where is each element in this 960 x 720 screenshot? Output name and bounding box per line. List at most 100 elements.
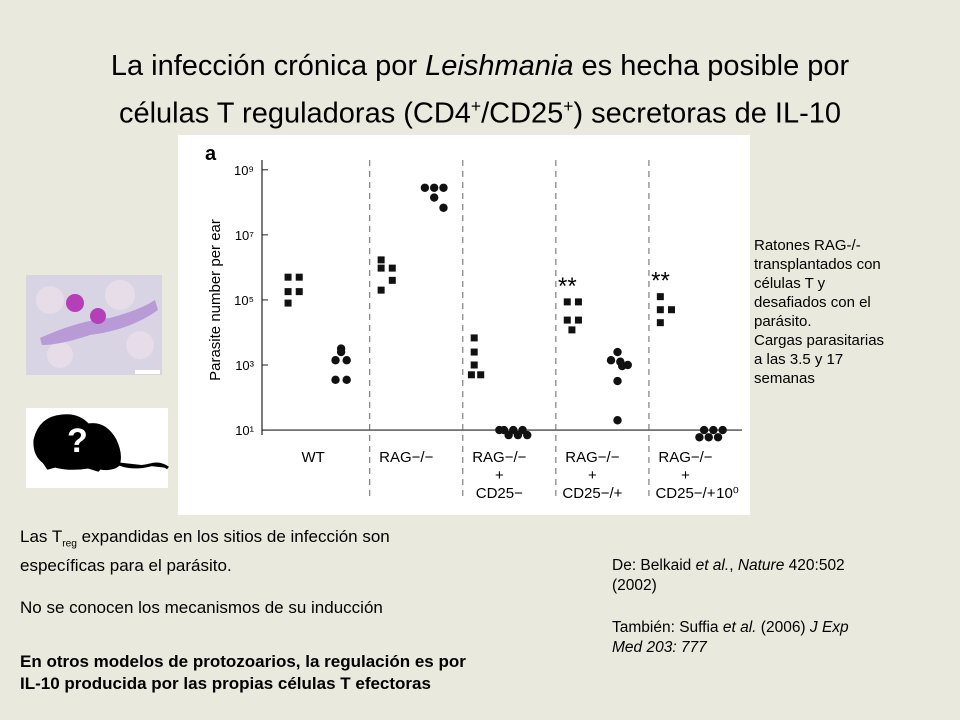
data-point xyxy=(429,183,439,192)
mouse xyxy=(33,414,169,472)
title-text: + xyxy=(563,96,574,116)
data-point xyxy=(709,425,718,435)
panel-label: a xyxy=(205,143,217,165)
text: También: Suffia xyxy=(612,619,723,636)
x-tick-label: + xyxy=(495,467,504,484)
title-text: Leishmania xyxy=(425,50,574,82)
text: (2006) xyxy=(756,619,810,636)
y-tick-label: 10¹ xyxy=(235,423,254,438)
data-point xyxy=(563,298,571,306)
data-point xyxy=(377,264,385,272)
x-tick-label: CD25−/+ xyxy=(655,485,715,502)
data-point xyxy=(336,347,346,357)
x-tick-label: RAG−/− xyxy=(565,449,619,466)
data-point xyxy=(606,356,616,365)
data-point xyxy=(331,356,340,365)
text: Nature xyxy=(737,557,785,574)
data-point xyxy=(704,433,713,442)
data-point xyxy=(377,256,385,264)
data-point xyxy=(563,316,571,324)
title-text: + xyxy=(470,96,482,116)
data-point xyxy=(342,356,351,365)
data-point xyxy=(284,299,292,307)
data-point xyxy=(342,375,351,385)
x-tick-label: RAG−/− xyxy=(658,449,712,466)
title-text: ) secretoras de IL-10 xyxy=(573,97,842,130)
data-point xyxy=(295,273,303,281)
paragraph: En otros modelos de protozoarios, la reg… xyxy=(20,651,466,695)
note-line: transplantados con xyxy=(754,256,881,273)
data-point xyxy=(470,334,478,342)
scale-bar xyxy=(135,370,160,374)
data-point xyxy=(439,203,448,212)
nucleus xyxy=(90,308,106,324)
data-point xyxy=(656,319,664,327)
y-tick-label: 10⁷ xyxy=(235,228,254,243)
data-point xyxy=(504,430,513,440)
data-point xyxy=(388,264,396,272)
title-text: La infección crónica por xyxy=(110,50,426,82)
reference: También: Suffia et al. (2006) J Exp Med … xyxy=(612,618,849,658)
x-tick-label: + xyxy=(681,467,690,484)
title: La infección crónica por Leishmania es h… xyxy=(0,46,960,134)
title-text: células T reguladoras (CD4 xyxy=(118,97,471,130)
data-point xyxy=(331,375,340,385)
data-point xyxy=(477,371,485,379)
data-point xyxy=(295,288,303,296)
data-point xyxy=(699,425,709,435)
figure-panel xyxy=(178,135,750,515)
note-line: parásito. xyxy=(754,313,812,330)
y-tick-label: 10⁵ xyxy=(234,293,254,308)
cell xyxy=(126,331,154,359)
data-point xyxy=(467,371,475,379)
text: Las T xyxy=(20,527,63,546)
paragraph: No se conocen los mecanismos de su induc… xyxy=(20,598,383,617)
text: En otros modelos de protozoarios, la reg… xyxy=(20,652,466,671)
nucleus xyxy=(66,294,84,312)
data-point xyxy=(388,276,396,284)
text: De: Belkaid xyxy=(612,557,696,574)
data-point xyxy=(574,316,582,324)
data-point xyxy=(613,376,622,386)
paragraph: Las Treg expandidas en los sitios de inf… xyxy=(20,526,390,577)
data-point xyxy=(470,361,478,369)
text: et al. xyxy=(695,557,730,574)
data-point xyxy=(613,416,622,425)
mouse-mark: ? xyxy=(67,422,88,460)
x-tick-label: WT xyxy=(302,449,325,466)
reference: De: Belkaid et al., Nature 420:502 (2002… xyxy=(612,556,845,596)
cell xyxy=(47,342,73,368)
annotation: ** xyxy=(651,268,670,295)
text: et al. xyxy=(722,619,757,636)
data-point xyxy=(284,273,292,281)
cell xyxy=(36,286,64,314)
annotation: ** xyxy=(558,273,577,300)
data-point xyxy=(718,425,727,435)
note-line: Ratones RAG-/- xyxy=(754,237,861,254)
data-point xyxy=(284,288,292,296)
x-tick-label: RAG−/− xyxy=(379,449,433,466)
data-point xyxy=(420,183,430,192)
data-point xyxy=(574,298,582,306)
figure-note: Ratones RAG-/- transplantados con células … xyxy=(754,236,884,388)
text: 420:502 xyxy=(784,557,845,574)
data-point xyxy=(656,293,664,301)
data-point xyxy=(713,433,723,442)
y-axis-label: Parasite number per ear xyxy=(207,219,224,381)
text: Med 203: 777 xyxy=(612,639,707,656)
text: reg xyxy=(62,538,77,550)
x-tick-label: CD25−/+ xyxy=(562,485,622,502)
note-line: a las 3.5 y 17 xyxy=(754,351,844,368)
x-tick-label: CD25− xyxy=(476,485,523,502)
text: IL-10 producida por las propias células … xyxy=(20,674,431,693)
x-tick-label: + xyxy=(588,467,597,484)
y-tick-label: 10⁹ xyxy=(234,163,254,178)
data-point xyxy=(439,183,448,192)
stray-label: 10⁰ xyxy=(716,485,739,502)
text: , xyxy=(729,557,738,574)
data-point xyxy=(513,430,523,440)
note-line: Cargas parasitarias xyxy=(754,332,885,349)
data-point xyxy=(568,326,576,334)
